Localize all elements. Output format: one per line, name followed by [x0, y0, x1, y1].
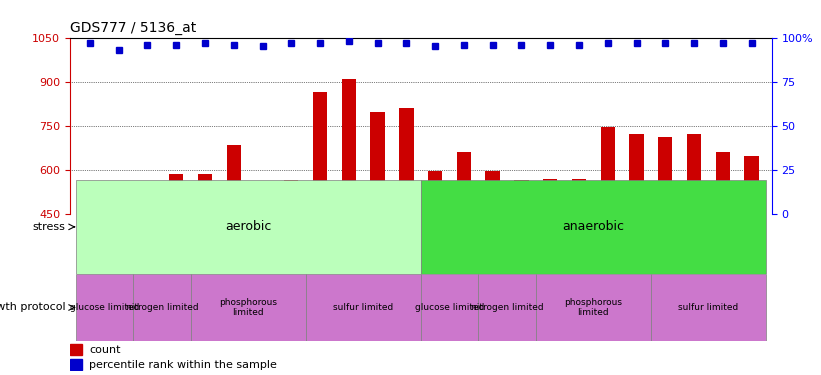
Bar: [485, 171, 500, 214]
Bar: [190, 274, 305, 341]
Bar: [479, 274, 536, 341]
Bar: [133, 274, 190, 341]
Text: phosphorous
limited: phosphorous limited: [564, 298, 622, 317]
Bar: [76, 274, 133, 341]
Text: growth protocol: growth protocol: [0, 303, 66, 312]
Bar: [76, 180, 421, 274]
Text: phosphorous
limited: phosphorous limited: [219, 298, 277, 317]
Bar: [399, 108, 414, 214]
Text: percentile rank within the sample: percentile rank within the sample: [89, 360, 277, 370]
Bar: [198, 174, 212, 214]
Bar: [658, 137, 672, 214]
Text: sulfur limited: sulfur limited: [678, 303, 739, 312]
Bar: [543, 178, 557, 214]
Bar: [514, 180, 529, 214]
Text: aerobic: aerobic: [225, 220, 271, 233]
Bar: [169, 174, 183, 214]
Text: nitrogen limited: nitrogen limited: [126, 303, 198, 312]
Bar: [227, 145, 241, 214]
Bar: [536, 274, 651, 341]
Text: stress: stress: [33, 222, 66, 232]
Bar: [745, 156, 759, 214]
Text: nitrogen limited: nitrogen limited: [470, 303, 544, 312]
Bar: [421, 274, 479, 341]
Bar: [370, 112, 385, 214]
Bar: [305, 274, 421, 341]
Bar: [70, 344, 82, 355]
Bar: [70, 359, 82, 370]
Bar: [255, 190, 270, 214]
Bar: [716, 152, 730, 214]
Bar: [342, 79, 356, 214]
Bar: [456, 152, 471, 214]
Text: glucose limited: glucose limited: [70, 303, 139, 312]
Bar: [687, 135, 701, 214]
Bar: [630, 135, 644, 214]
Bar: [284, 180, 299, 214]
Text: GDS777 / 5136_at: GDS777 / 5136_at: [70, 21, 196, 35]
Bar: [313, 92, 328, 214]
Bar: [651, 274, 766, 341]
Bar: [83, 182, 97, 214]
Bar: [421, 180, 766, 274]
Bar: [571, 178, 586, 214]
Bar: [428, 171, 443, 214]
Bar: [601, 127, 615, 214]
Text: sulfur limited: sulfur limited: [333, 303, 393, 312]
Text: glucose limited: glucose limited: [415, 303, 484, 312]
Bar: [140, 196, 154, 214]
Bar: [112, 208, 126, 214]
Text: anaerobic: anaerobic: [562, 220, 625, 233]
Text: count: count: [89, 345, 121, 355]
